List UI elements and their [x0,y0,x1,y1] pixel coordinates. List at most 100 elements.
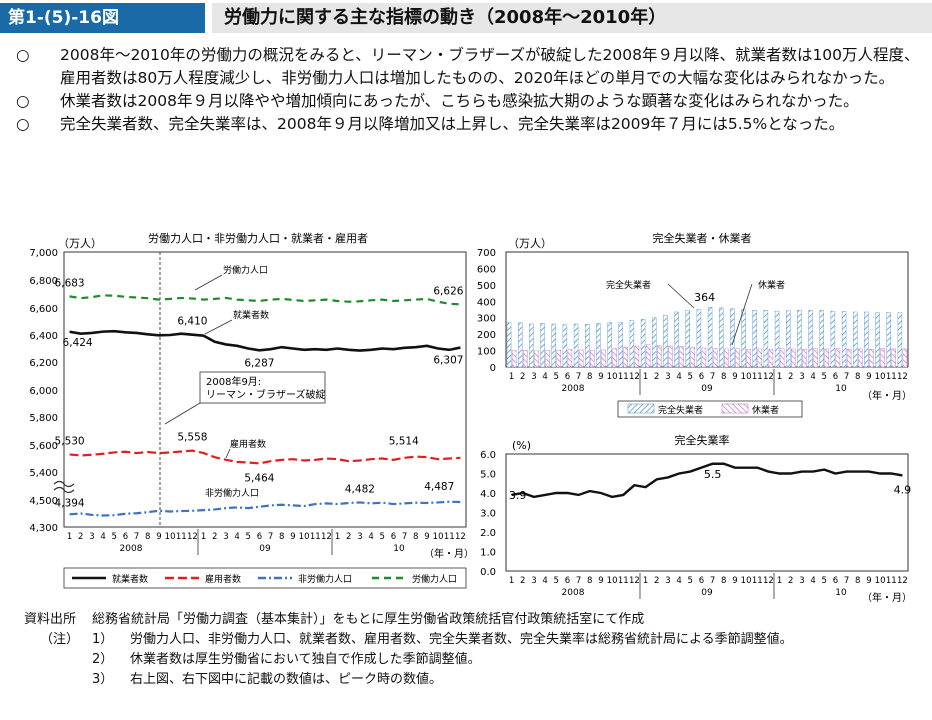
bar-unemployed [808,310,813,368]
annotation-box [199,371,326,404]
bar-absent [590,350,595,368]
y-tick-label: 0 [490,363,496,374]
bar-absent [578,349,584,368]
y-tick-label: 5.0 [480,470,496,481]
bar-absent [679,346,684,368]
x-tick-label: 4 [676,372,681,382]
bar-absent [813,348,818,368]
bar-absent [623,347,628,368]
y-tick-label: 500 [477,281,496,292]
x-tick-label: 9 [424,532,429,542]
note-indent [24,670,92,690]
y-tick-label: 700 [477,248,496,259]
note-number: 1） [92,632,114,647]
top-right-chart-bars: 364 [506,291,908,368]
bar-absent [601,349,606,368]
note-text: 労働力人口、非労働力人口、就業者数、雇用者数、完全失業者数、完全失業率は総務省統… [130,632,793,647]
x-tick-label: 9 [866,372,871,382]
x-tick-label: 7 [134,532,139,542]
series-tag-leader [667,283,695,309]
x-tick-label: 2 [654,576,659,586]
notes-label: （注） [40,632,80,647]
y-tick-label: 5,600 [29,441,58,452]
x-tick-label: 2 [788,372,793,382]
bar-absent [534,350,539,368]
bar-absent [511,350,517,368]
data-label: 6,424 [63,337,93,349]
bar-unemployed [763,310,769,368]
y-tick-label: 6.0 [480,450,496,461]
legend-label: 完全失業者 [658,404,703,416]
x-tick-label: 11 [310,532,321,542]
charts-canvas: 労働力人口・非労働力人口・就業者・雇用者 （万人） 4,300 4,500 5,40… [29,231,912,604]
x-year-label: 09 [259,544,271,554]
bar-unemployed [719,307,724,368]
tag-bg [604,276,692,292]
series-tag-leader [225,448,231,459]
note-indent [24,650,92,670]
x-tick-label: 1 [509,576,514,586]
bar-unemployed [663,315,668,368]
x-tick-label: 1 [67,532,72,542]
x-tick-label: 3 [531,576,536,586]
bar-absent [891,348,896,368]
bullet-mark: ○ [16,46,30,64]
bar-absent [724,348,729,368]
note-row-3: 3） 右上図、右下図中に記載の数値は、ピーク時の数値。 [24,670,924,690]
bar-unemployed [618,322,623,368]
x-tick-label: 5 [380,532,385,542]
x-tick-label: 4 [676,576,681,586]
data-label: 5,514 [389,436,419,448]
left-chart-xaxis: 1 2 3 4 5 6 7 8 9 10 11 12 1 2 3 4 5 6 7 8 9 10 11 12 1 2 3 4 5 6 7 8 9 1… [67,529,466,555]
x-tick-label: 3 [665,372,670,382]
bottom-right-chart-ylabel: (%) [512,439,531,452]
left-chart-frame [63,251,467,528]
x-tick-label: 7 [844,576,849,586]
x-tick-label: 3 [531,372,536,382]
bar-absent [768,349,774,368]
source-row: 資料出所 総務省統計局「労働力調査（基本集計）」をもとに厚生労働省政策統括官付政… [24,610,924,630]
x-year-label: 2008 [562,384,585,394]
x-tick-label: 12 [763,372,774,382]
x-tick-label: 4 [100,532,105,542]
data-label: 4.9 [894,483,912,496]
bar-unemployed [853,311,858,368]
bar-unemployed [897,312,903,368]
bar-unemployed [629,319,635,368]
bar-unemployed [529,323,534,368]
bottom-right-chart-title: 完全失業率 [675,433,730,447]
note-number: 3） [92,672,114,687]
source-text: 総務省統計局「労働力調査（基本集計）」をもとに厚生労働省政策統括官付政策統括室に… [92,612,645,627]
x-tick-label: 3 [799,372,804,382]
series-tag: 雇用者数 [230,438,266,450]
bar-unemployed [551,323,556,368]
bar-unemployed [640,319,646,368]
bar-absent [746,349,751,368]
bar-absent [567,349,573,368]
x-tick-label: 8 [587,372,592,382]
top-right-chart-title: 完全失業者・休業者 [653,231,752,245]
x-tick-label: 9 [598,576,603,586]
y-tick-label: 4,500 [29,496,58,507]
bar-absent [545,350,550,368]
x-tick-label: 5 [554,372,559,382]
figure-title: 労働力に関する主な指標の動き（2008年～2010年） [212,3,932,33]
top-right-chart-tags: 完全失業者 休業者 [604,276,804,346]
x-tick-label: 2 [520,372,525,382]
bar-unemployed [596,323,601,368]
x-tick-label: 12 [897,372,908,382]
legend-swatch [721,403,749,414]
x-tick-label: 6 [699,372,704,382]
x-tick-label: 7 [402,532,407,542]
figure-number: 第1-(5)-16図 [0,3,205,33]
x-tick-label: 12 [187,532,198,542]
x-tick-label: 10 [165,532,176,542]
x-tick-label: 11 [886,372,897,382]
bar-unemployed [518,322,523,368]
x-tick-label: 8 [855,576,860,586]
data-label: 5,464 [244,472,274,484]
x-tick-label: 2 [78,532,83,542]
left-chart-yaxis: 4,300 4,500 5,400 5,600 5,800 6,000 6,200 6,400… [29,248,58,534]
x-tick-label: 9 [598,372,603,382]
annotation-leader [164,402,201,425]
